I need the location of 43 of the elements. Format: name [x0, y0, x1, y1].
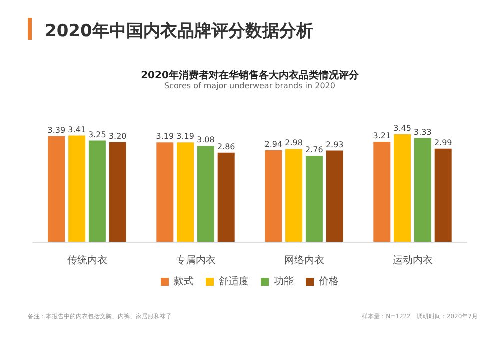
bar [394, 134, 412, 242]
data-label: 3.21 [373, 132, 392, 141]
bar [218, 152, 235, 242]
bar [109, 142, 126, 242]
x-tick-label: 网络内衣 [284, 254, 324, 266]
x-tick-label: 运动内衣 [392, 254, 433, 266]
bar [326, 150, 344, 242]
bar [88, 140, 106, 242]
data-label: 3.33 [414, 128, 432, 137]
chart-title: 2020年中国内衣品牌评分数据分析 [45, 22, 314, 42]
chart-subtitle: 2020年消费者对在华销售各大内衣品类情况评分 [141, 70, 360, 82]
x-tick-label: 专属内衣 [176, 254, 216, 266]
legend-label: 价格 [318, 276, 339, 288]
data-label: 3.41 [68, 125, 86, 134]
bar [306, 156, 323, 242]
bar [197, 146, 214, 242]
data-label: 3.45 [394, 124, 412, 134]
data-label: 2.94 [264, 140, 283, 149]
legend-label: 舒适度 [219, 276, 249, 288]
bar [374, 142, 391, 242]
bar [68, 136, 86, 242]
data-label: 2.99 [434, 138, 452, 148]
data-label: 3.39 [48, 126, 66, 135]
legend-label: 款式 [174, 276, 194, 288]
data-label: 2.98 [285, 138, 303, 148]
bar [434, 148, 452, 242]
bar [177, 142, 194, 242]
data-label: 2.76 [306, 146, 324, 155]
data-label: 3.08 [197, 136, 215, 145]
data-label: 3.19 [156, 132, 174, 142]
data-label: 2.93 [326, 140, 344, 150]
data-label: 2.86 [217, 142, 236, 152]
legend-label: 功能 [274, 276, 294, 288]
data-label: 3.20 [108, 132, 127, 141]
bar [265, 150, 282, 242]
text: Scores of major underwear brands in 2020 [164, 82, 336, 90]
bar [156, 142, 174, 242]
data-label: 3.19 [176, 132, 194, 142]
data-label: 3.25 [88, 130, 106, 140]
bar [414, 138, 432, 242]
bar [48, 136, 66, 242]
x-tick-label: 传统内衣 [67, 254, 108, 266]
bar [286, 149, 303, 242]
